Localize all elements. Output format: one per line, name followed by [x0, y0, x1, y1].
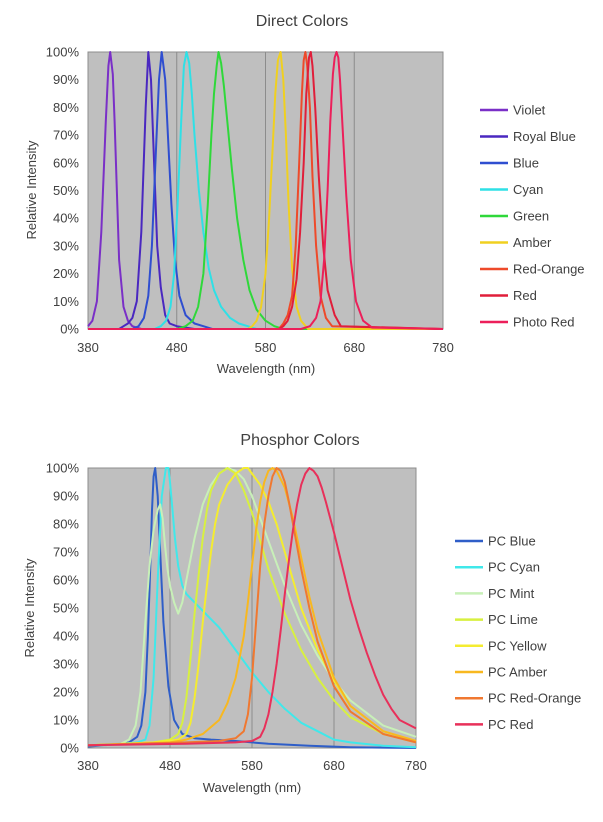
- series-line-violet: [87, 51, 443, 330]
- y-tick-label: 0%: [60, 322, 79, 337]
- x-tick-labels: 380 480 580 680 780: [77, 758, 427, 773]
- series-line-pc-cyan: [87, 467, 417, 749]
- y-tick-label: 10%: [53, 713, 79, 728]
- x-tick-labels: 380 480 580 680 780: [77, 340, 454, 355]
- y-tick-label: 50%: [53, 183, 79, 198]
- series-line-photo-red: [88, 51, 444, 330]
- x-tick-label: 480: [159, 758, 181, 773]
- y-tick-label: 80%: [53, 100, 79, 115]
- x-tick-label: 680: [323, 758, 345, 773]
- series-lines: [87, 467, 417, 749]
- y-tick-label: 100%: [46, 45, 80, 60]
- legend: Violet Royal Blue Blue Cyan Green Amber Red-Or…: [480, 103, 585, 330]
- legend-label: Cyan: [513, 182, 543, 197]
- y-tick-label: 100%: [46, 461, 80, 476]
- series-line-pc-lime: [87, 467, 417, 747]
- x-tick-label: 380: [77, 758, 99, 773]
- y-tick-label: 20%: [53, 266, 79, 281]
- y-tick-label: 30%: [53, 238, 79, 253]
- x-tick-label: 480: [166, 340, 188, 355]
- legend-label: Red: [513, 288, 537, 303]
- y-tick-label: 80%: [53, 517, 79, 532]
- x-tick-label: 780: [405, 758, 427, 773]
- y-axis-label: Relative Intensity: [22, 558, 37, 657]
- y-tick-label: 50%: [53, 601, 79, 616]
- legend-label: PC Lime: [488, 612, 538, 627]
- y-tick-label: 40%: [53, 211, 79, 226]
- y-tick-label: 10%: [53, 294, 79, 309]
- legend-label: PC Blue: [488, 534, 536, 549]
- series-line-amber: [88, 51, 443, 330]
- x-tick-label: 680: [343, 340, 365, 355]
- x-tick-label: 580: [255, 340, 277, 355]
- legend-label: Green: [513, 209, 549, 224]
- y-tick-label: 0%: [60, 741, 79, 756]
- x-tick-label: 380: [77, 340, 99, 355]
- x-axis-label: Wavelength (nm): [203, 780, 302, 795]
- y-axis-label: Relative Intensity: [24, 140, 39, 239]
- y-tick-label: 60%: [53, 155, 79, 170]
- y-tick-label: 90%: [53, 489, 79, 504]
- legend-label: PC Red: [488, 717, 534, 732]
- x-tick-label: 780: [432, 340, 454, 355]
- series-lines: [87, 51, 444, 330]
- phosphor-colors-chart: Phosphor Colors 0% 10% 20% 30% 40% 50% 60% 70% 8…: [0, 420, 603, 817]
- series-line-pc-amber: [87, 467, 417, 747]
- direct-colors-svg: Direct Colors 0% 10% 20% 30% 40% 50% 60% 70% 80%…: [24, 13, 585, 376]
- series-line-blue: [88, 51, 443, 330]
- series-line-red: [88, 51, 444, 330]
- legend: PC Blue PC Cyan PC Mint PC Lime PC Yellow PC …: [455, 534, 581, 732]
- legend-label: Royal Blue: [513, 129, 576, 144]
- y-tick-label: 70%: [53, 545, 79, 560]
- legend-label: PC Yellow: [488, 638, 547, 653]
- y-tick-label: 70%: [53, 128, 79, 143]
- plot-border: [87, 467, 417, 749]
- series-line-pc-red: [87, 467, 417, 747]
- legend-label: PC Mint: [488, 586, 535, 601]
- y-tick-label: 30%: [53, 657, 79, 672]
- y-tick-label: 20%: [53, 685, 79, 700]
- series-line-pc-yellow: [87, 467, 417, 747]
- x-tick-label: 580: [241, 758, 263, 773]
- legend-label: Photo Red: [513, 315, 574, 330]
- series-line-pc-mint: [88, 467, 417, 747]
- legend-label: Amber: [513, 235, 552, 250]
- direct-colors-chart: Direct Colors 0% 10% 20% 30% 40% 50% 60% 70% 80%…: [0, 0, 603, 400]
- y-tick-label: 90%: [53, 72, 79, 87]
- legend-label: Blue: [513, 156, 539, 171]
- y-tick-labels: 0% 10% 20% 30% 40% 50% 60% 70% 80% 90% 100%: [46, 461, 80, 756]
- phosphor-colors-svg: Phosphor Colors 0% 10% 20% 30% 40% 50% 60% 70% 8…: [22, 432, 581, 795]
- series-line-pc-blue: [87, 467, 417, 749]
- y-tick-label: 40%: [53, 629, 79, 644]
- legend-label: PC Red-Orange: [488, 691, 581, 706]
- y-tick-label: 60%: [53, 573, 79, 588]
- legend-label: PC Amber: [488, 665, 548, 680]
- legend-label: PC Cyan: [488, 560, 540, 575]
- legend-label: Violet: [513, 103, 546, 118]
- series-line-cyan: [88, 51, 443, 330]
- legend-label: Red-Orange: [513, 262, 585, 277]
- series-line-pc-red-orange: [87, 467, 417, 747]
- chart-title: Direct Colors: [256, 13, 348, 30]
- x-axis-label: Wavelength (nm): [217, 361, 316, 376]
- y-tick-labels: 0% 10% 20% 30% 40% 50% 60% 70% 80% 90% 100%: [46, 45, 80, 337]
- chart-title: Phosphor Colors: [240, 432, 359, 449]
